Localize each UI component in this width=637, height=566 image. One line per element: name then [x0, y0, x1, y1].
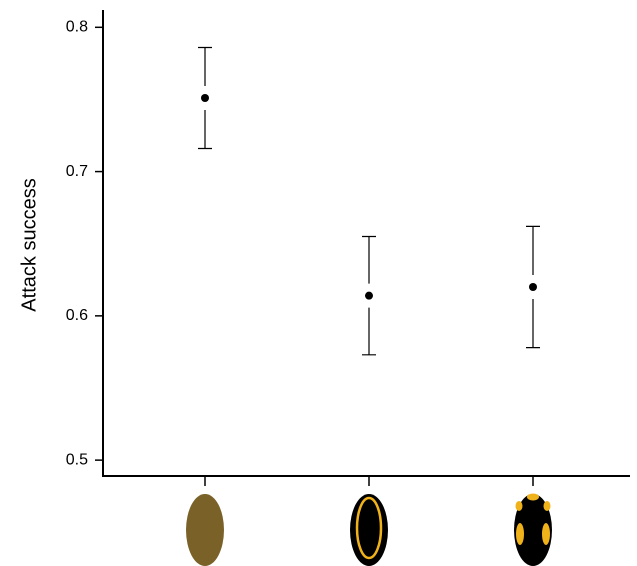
point [365, 291, 373, 300]
y-axis-label: Attack success [18, 178, 40, 311]
icon-spots [514, 493, 552, 566]
y-tick-label: 0.5 [66, 451, 88, 468]
icon-body [514, 494, 552, 566]
error-bar [198, 46, 212, 150]
icon-body [350, 494, 388, 566]
point [529, 283, 537, 292]
icon-plain [186, 494, 224, 566]
icon-ring [350, 494, 388, 566]
icon-spot [516, 523, 524, 545]
icon-ring-stripe [355, 496, 383, 560]
y-tick-label: 0.7 [66, 163, 88, 180]
y-tick-label: 0.8 [66, 19, 88, 36]
point [201, 94, 209, 103]
icon-spot [542, 523, 550, 545]
icon-body [186, 494, 224, 566]
icon-spot [527, 493, 539, 501]
icon-spot [515, 501, 523, 511]
icon-spot [543, 501, 551, 511]
y-tick-label: 0.6 [66, 307, 88, 324]
error-bar [362, 235, 376, 356]
error-bar [526, 225, 540, 349]
